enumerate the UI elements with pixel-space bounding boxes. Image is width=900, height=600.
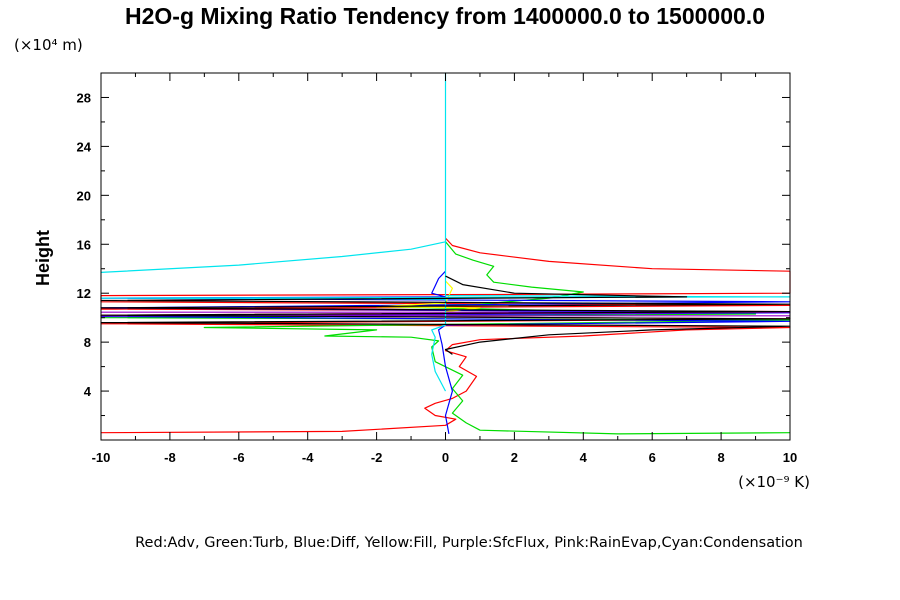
series-line-turb (100, 241, 791, 435)
x-tick-label: 4 (580, 450, 588, 465)
y-tick-label: 28 (77, 90, 91, 105)
x-tick-label: 8 (717, 450, 724, 465)
legend-text: Red:Adv, Green:Turb, Blue:Diff, Yellow:F… (135, 535, 803, 551)
y-tick-label: 24 (77, 139, 92, 154)
chart-title: H2O-g Mixing Ratio Tendency from 1400000… (125, 3, 765, 29)
x-tick-label: 6 (649, 450, 656, 465)
plot-frame (100, 72, 791, 441)
x-tick-label: -10 (92, 450, 111, 465)
y-tick-label: 4 (84, 384, 92, 399)
x-tick-label: -6 (233, 450, 245, 465)
series-layer (100, 72, 791, 435)
x-tick-label: 0 (442, 450, 449, 465)
x-tick-label: -4 (302, 450, 314, 465)
x-tick-label: 10 (783, 450, 797, 465)
x-unit-label: (×10⁻⁹ K) (738, 473, 810, 491)
y-axis-label: Height (33, 230, 53, 286)
series-line-fill (376, 280, 481, 313)
y-tick-label: 8 (84, 335, 91, 350)
x-tick-label: 2 (511, 450, 518, 465)
y-tick-label: 12 (77, 286, 91, 301)
x-tick-label: -8 (164, 450, 176, 465)
y-unit-label: (×10⁴ m) (14, 36, 83, 54)
series-line-condensation (100, 72, 791, 392)
y-tick-label: 16 (77, 237, 91, 252)
y-tick-label: 20 (77, 188, 91, 203)
x-tick-label: -2 (371, 450, 383, 465)
